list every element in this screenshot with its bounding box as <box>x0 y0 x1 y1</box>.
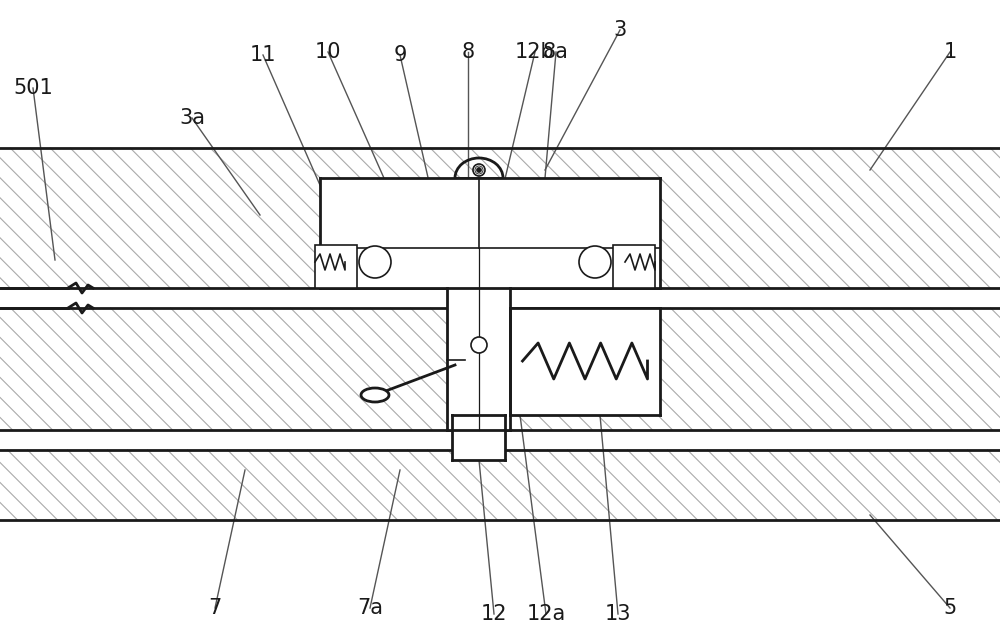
Text: 12b: 12b <box>515 42 555 62</box>
Bar <box>315 245 357 288</box>
Circle shape <box>579 246 611 278</box>
Text: 8: 8 <box>461 42 475 62</box>
Text: 7a: 7a <box>357 598 383 618</box>
Bar <box>320 178 660 288</box>
Text: 11: 11 <box>250 45 276 65</box>
Text: 10: 10 <box>315 42 341 62</box>
Bar <box>452 415 505 460</box>
Text: 7: 7 <box>208 598 222 618</box>
Bar <box>447 288 510 430</box>
Text: 12: 12 <box>481 604 507 624</box>
Circle shape <box>471 337 487 353</box>
Text: 9: 9 <box>393 45 407 65</box>
Text: 12a: 12a <box>526 604 566 624</box>
Text: 13: 13 <box>605 604 631 624</box>
Text: 1: 1 <box>943 42 957 62</box>
Circle shape <box>477 167 482 173</box>
Text: 8a: 8a <box>543 42 569 62</box>
Ellipse shape <box>361 388 389 402</box>
Circle shape <box>473 164 485 176</box>
Text: 5: 5 <box>943 598 957 618</box>
Circle shape <box>359 246 391 278</box>
Bar <box>510 308 660 415</box>
Text: 3a: 3a <box>179 108 205 128</box>
Text: 3: 3 <box>613 20 627 40</box>
Bar <box>613 245 655 288</box>
Text: 501: 501 <box>13 78 53 98</box>
